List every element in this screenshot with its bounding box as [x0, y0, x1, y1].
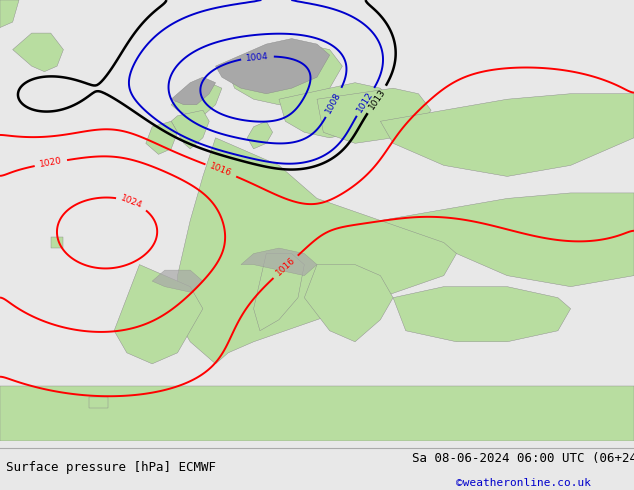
- Polygon shape: [89, 397, 108, 408]
- Polygon shape: [228, 44, 342, 105]
- Polygon shape: [13, 33, 63, 72]
- Polygon shape: [0, 0, 19, 27]
- Polygon shape: [146, 121, 178, 154]
- Text: 1016: 1016: [274, 256, 297, 278]
- Polygon shape: [380, 193, 634, 287]
- Polygon shape: [152, 270, 203, 292]
- Polygon shape: [304, 265, 393, 342]
- Polygon shape: [171, 77, 216, 105]
- Polygon shape: [241, 248, 317, 275]
- Text: 1024: 1024: [120, 194, 144, 211]
- Text: 1008: 1008: [324, 90, 343, 115]
- Text: 1016: 1016: [209, 162, 233, 179]
- Polygon shape: [114, 265, 203, 364]
- Text: ©weatheronline.co.uk: ©weatheronline.co.uk: [456, 478, 592, 488]
- Polygon shape: [254, 254, 304, 331]
- Polygon shape: [51, 237, 63, 248]
- Text: 1012: 1012: [356, 90, 375, 114]
- Polygon shape: [171, 110, 209, 149]
- Polygon shape: [247, 121, 273, 149]
- Polygon shape: [171, 83, 222, 116]
- Text: 1013: 1013: [366, 88, 387, 112]
- Polygon shape: [216, 39, 330, 94]
- Text: 1020: 1020: [39, 156, 63, 170]
- Polygon shape: [178, 138, 456, 364]
- Polygon shape: [279, 83, 393, 138]
- Polygon shape: [380, 94, 634, 176]
- Text: 1004: 1004: [245, 51, 269, 63]
- Text: Sa 08-06-2024 06:00 UTC (06+24): Sa 08-06-2024 06:00 UTC (06+24): [412, 452, 634, 465]
- Polygon shape: [393, 287, 571, 342]
- Polygon shape: [317, 88, 431, 143]
- Polygon shape: [0, 386, 634, 441]
- Text: Surface pressure [hPa] ECMWF: Surface pressure [hPa] ECMWF: [6, 462, 216, 474]
